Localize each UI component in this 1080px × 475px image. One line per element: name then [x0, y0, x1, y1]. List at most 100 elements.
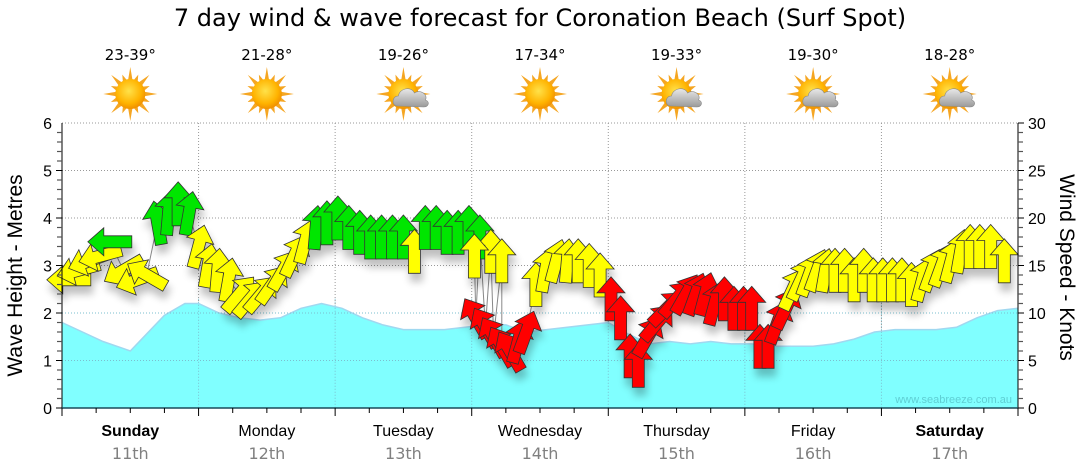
sun-ray — [537, 67, 543, 80]
partly-cloudy-icon — [376, 67, 431, 121]
wind-arrow — [585, 252, 615, 298]
sun-ray — [947, 67, 952, 80]
sun-ray — [376, 91, 390, 97]
wind-arrow — [596, 276, 626, 322]
sun-ray — [264, 108, 270, 121]
sun-ray — [138, 102, 150, 114]
y-right-tick-label: 0 — [1028, 401, 1037, 418]
sunny-icon — [103, 67, 158, 121]
temperature-range: 19-33° — [651, 46, 702, 64]
daily-summary: 23-39° 21-28° 19-26° 17-34° 19-33° 19-30° 18-2… — [103, 46, 977, 121]
y-left-tick-label: 2 — [43, 306, 52, 323]
sun-ray — [930, 102, 942, 114]
sun-ray — [520, 102, 532, 114]
y-left-tick-label: 3 — [43, 259, 52, 276]
sun-ray — [513, 91, 526, 97]
date-label: 14th — [522, 444, 559, 463]
wave-height-area — [61, 298, 1019, 408]
chart-title: 7 day wind & wave forecast for Coronatio… — [173, 4, 907, 32]
sun-ray — [810, 108, 816, 121]
sun-ray — [674, 108, 679, 121]
sun-disc — [251, 79, 282, 109]
day-label: Thursday — [643, 423, 710, 440]
sun-ray — [280, 91, 294, 97]
sun-ray — [111, 102, 122, 114]
partly-cloudy-icon — [922, 67, 977, 121]
day-label: Monday — [238, 423, 295, 440]
sun-disc — [115, 79, 146, 109]
y-right-tick-label: 5 — [1028, 354, 1037, 371]
cloud-shape — [939, 88, 975, 108]
wave-area — [62, 303, 1018, 408]
sun-ray — [520, 74, 532, 86]
wind-arrow — [605, 295, 636, 341]
day-label: Sunday — [101, 423, 159, 440]
temperature-range: 19-26° — [378, 46, 429, 64]
y-right-tick-label: 25 — [1028, 164, 1046, 181]
sun-ray — [401, 67, 406, 80]
date-label: 12th — [248, 444, 285, 463]
wind-arrow — [512, 310, 543, 356]
y-right-axis-title: Wind Speed - Knots — [1055, 174, 1078, 361]
sun-ray — [649, 91, 663, 97]
sun-ray — [674, 67, 679, 80]
sun-ray — [411, 74, 423, 86]
sun-ray — [786, 91, 800, 97]
sun-ray — [144, 91, 158, 97]
wind-arrow — [127, 259, 170, 292]
wind-arrow — [214, 257, 245, 303]
y-left-axis-title: Wave Height - Metres — [4, 174, 27, 376]
sun-ray — [554, 91, 567, 97]
wind-arrow — [87, 226, 133, 257]
wind-arrow — [623, 342, 654, 388]
date-label: 15th — [658, 444, 695, 463]
y-right-tick-label: 10 — [1028, 306, 1046, 323]
sunny-icon — [239, 67, 294, 121]
day-label: Wednesday — [498, 423, 582, 440]
sun-ray — [128, 108, 133, 121]
y-right-tick-label: 20 — [1028, 211, 1046, 228]
sun-ray — [264, 67, 270, 80]
sun-ray — [537, 108, 543, 121]
sun-ray — [384, 102, 396, 114]
wind-arrow — [78, 243, 124, 272]
sun-ray — [930, 74, 942, 86]
date-label: 13th — [385, 444, 422, 463]
y-left-tick-label: 1 — [43, 354, 52, 371]
temperature-range: 21-28° — [241, 46, 292, 64]
sunny-icon — [513, 67, 567, 121]
y-left-tick-label: 0 — [43, 401, 52, 418]
sun-ray — [247, 74, 259, 86]
wind-arrow — [459, 233, 490, 279]
date-label: 16th — [795, 444, 832, 463]
wind-arrow — [736, 285, 767, 331]
sun-ray — [922, 91, 936, 97]
temperature-range: 19-30° — [788, 46, 839, 64]
temperature-range: 17-34° — [514, 46, 565, 64]
sun-ray — [548, 74, 560, 86]
sun-ray — [103, 91, 117, 97]
y-right-tick-label: 15 — [1028, 259, 1046, 276]
sun-ray — [111, 74, 122, 86]
sun-disc — [525, 79, 555, 109]
cloud-shape — [665, 88, 702, 108]
partly-cloudy-icon — [786, 67, 841, 121]
sun-ray — [657, 74, 669, 86]
sun-ray — [275, 74, 286, 86]
sun-ray — [138, 74, 150, 86]
sun-ray — [958, 74, 969, 86]
sun-ray — [275, 102, 286, 114]
day-label: Saturday — [915, 423, 984, 440]
sun-ray — [794, 102, 805, 114]
date-label: 17th — [931, 444, 968, 463]
sun-ray — [384, 74, 396, 86]
y-left-tick-label: 5 — [43, 164, 52, 181]
sun-ray — [548, 102, 560, 114]
wind-arrow — [175, 191, 205, 237]
y-left-tick-label: 6 — [43, 116, 52, 133]
wind-arrows — [46, 181, 1020, 388]
sun-ray — [794, 74, 805, 86]
wind-arrow — [486, 238, 517, 284]
sun-ray — [684, 74, 696, 86]
